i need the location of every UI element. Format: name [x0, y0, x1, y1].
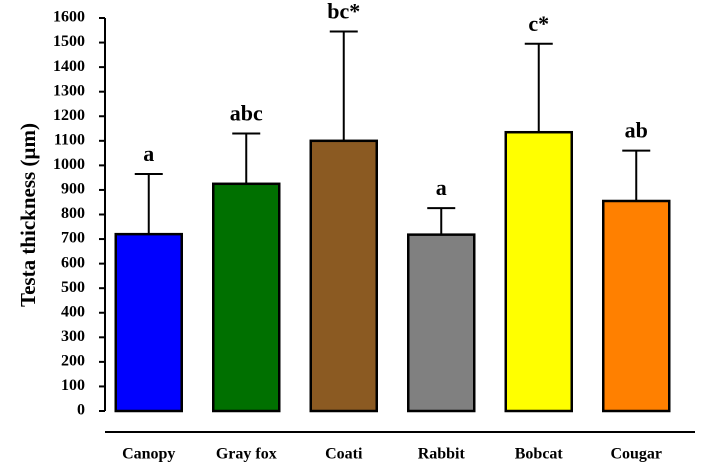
y-tick-label: 700 [61, 230, 85, 247]
y-tick-label: 1600 [53, 9, 85, 26]
x-tick-label: Gray fox [216, 446, 277, 463]
y-tick-label: 1200 [53, 107, 85, 124]
annotation: a [143, 141, 154, 166]
y-tick-label: 500 [61, 279, 85, 296]
y-tick-label: 100 [61, 377, 85, 394]
y-tick-label: 1500 [53, 33, 85, 50]
annotation: bc* [327, 0, 360, 24]
y-tick-label: 1400 [53, 58, 85, 75]
bar [504, 130, 573, 413]
y-tick-label: 200 [61, 353, 85, 370]
y-tick-label: 1000 [53, 156, 85, 173]
bar [602, 199, 671, 413]
annotation: c* [528, 11, 549, 36]
annotation: abc [230, 100, 263, 125]
x-tick-label: Canopy [122, 446, 175, 463]
y-tick-label: 400 [61, 303, 85, 320]
y-tick-label: 800 [61, 205, 85, 222]
y-tick-label: 1100 [54, 131, 85, 148]
annotation: a [436, 175, 447, 200]
x-tick-label: Cougar [610, 446, 662, 463]
x-tick-label: Coati [325, 446, 363, 463]
annotation: ab [625, 118, 648, 143]
y-tick-label: 900 [61, 181, 85, 198]
bar [114, 232, 183, 413]
y-tick-label: 300 [61, 328, 85, 345]
x-tick-label: Bobcat [515, 446, 564, 463]
y-tick-label: 600 [61, 254, 85, 271]
bar [309, 139, 378, 413]
y-tick-label: 1300 [53, 82, 85, 99]
bar [407, 233, 476, 413]
y-axis-label: Testa thickness (µm) [16, 123, 40, 307]
x-tick-label: Rabbit [418, 446, 466, 463]
bar [212, 182, 281, 413]
y-tick-label: 0 [77, 402, 85, 419]
